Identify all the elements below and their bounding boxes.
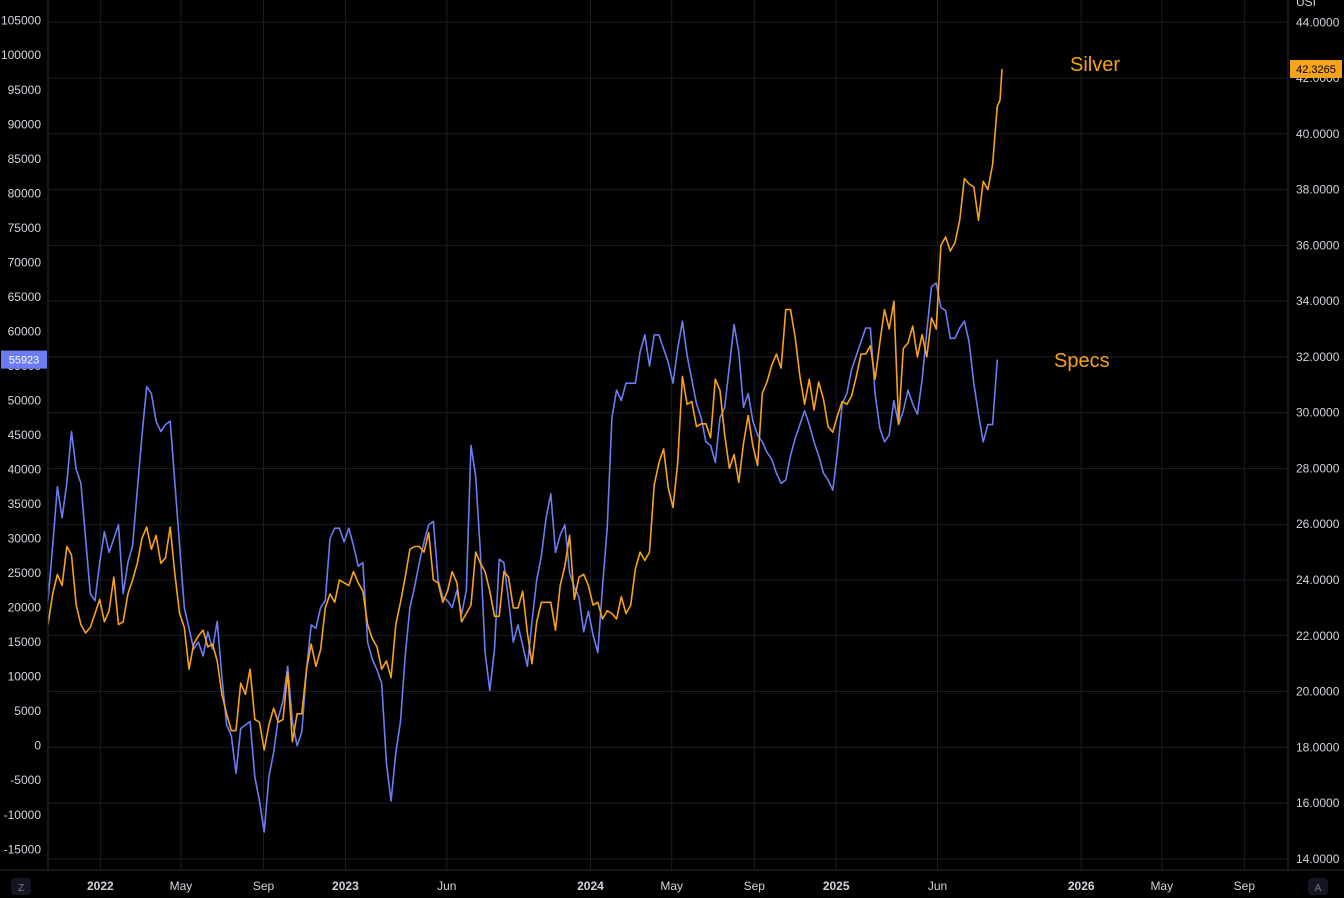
left-tick-label: 5000 xyxy=(14,704,41,718)
right-tick-label: 30.0000 xyxy=(1296,406,1340,420)
x-tick-label: 2024 xyxy=(577,879,604,893)
gridlines xyxy=(48,0,1288,870)
series-layer xyxy=(47,68,1003,833)
left-tick-label: 100000 xyxy=(1,48,41,62)
annotations: Silver Specs xyxy=(1054,54,1120,372)
x-tick-label: Sep xyxy=(744,879,766,893)
left-tick-label: 15000 xyxy=(8,635,42,649)
corner-left-label: Z xyxy=(18,883,24,894)
right-tick-label: 28.0000 xyxy=(1296,461,1340,475)
left-tick-label: 105000 xyxy=(1,14,41,28)
x-tick-label: Sep xyxy=(1234,879,1256,893)
right-tick-label: 44.0000 xyxy=(1296,15,1340,29)
left-tick-label: 60000 xyxy=(8,324,42,338)
left-tick-label: 20000 xyxy=(8,601,42,615)
left-tick-label: 0 xyxy=(34,739,41,753)
left-tick-label: 70000 xyxy=(8,255,42,269)
left-tick-label: 45000 xyxy=(8,428,42,442)
left-tick-label: -15000 xyxy=(4,842,42,856)
x-axis[interactable]: 2022 May Sep 2023 Jun 2024 May Sep 2025 Jun 2026 Ma… xyxy=(87,879,1255,893)
right-tick-label: 16.0000 xyxy=(1296,796,1340,810)
right-tick-label: 14.0000 xyxy=(1296,852,1340,866)
series-line-specs xyxy=(47,282,999,833)
x-tick-label: May xyxy=(170,879,193,893)
corner-right-button[interactable]: A xyxy=(1308,878,1328,895)
right-tick-label: 38.0000 xyxy=(1296,183,1340,197)
left-tick-label: 10000 xyxy=(8,670,42,684)
left-current-value: 55923 xyxy=(9,355,40,367)
right-y-axis[interactable]: 14.0000 16.0000 18.0000 20.0000 22.0000 24.00… xyxy=(1296,15,1340,866)
left-tick-label: 35000 xyxy=(8,497,42,511)
right-tick-label: 20.0000 xyxy=(1296,685,1340,699)
left-current-badge xyxy=(1,350,47,369)
left-tick-label: 90000 xyxy=(8,117,42,131)
right-tick-label: 26.0000 xyxy=(1296,517,1340,531)
corner-left-button[interactable]: Z xyxy=(11,878,31,895)
right-current-badge xyxy=(1290,59,1342,78)
right-axis-top-clipped-label: USI xyxy=(1296,0,1316,9)
right-tick-label: 24.0000 xyxy=(1296,573,1340,587)
x-tick-label: Sep xyxy=(253,879,275,893)
right-tick-label: 34.0000 xyxy=(1296,294,1340,308)
left-tick-label: -5000 xyxy=(10,773,41,787)
right-tick-label: 32.0000 xyxy=(1296,350,1340,364)
x-tick-label: 2023 xyxy=(332,879,359,893)
x-tick-label: Jun xyxy=(928,879,947,893)
right-current-value: 42.3265 xyxy=(1296,64,1336,76)
x-tick-label: May xyxy=(1150,879,1173,893)
x-tick-label: 2026 xyxy=(1068,879,1095,893)
x-tick-label: May xyxy=(660,879,683,893)
right-tick-label: 40.0000 xyxy=(1296,127,1340,141)
left-tick-label: 95000 xyxy=(8,83,42,97)
right-tick-label: 36.0000 xyxy=(1296,238,1340,252)
left-tick-label: 25000 xyxy=(8,566,42,580)
annotation-silver: Silver xyxy=(1070,54,1120,76)
left-y-axis[interactable]: -15000 -10000 -5000 0 5000 10000 15000 20000 250… xyxy=(1,14,41,857)
left-tick-label: 30000 xyxy=(8,532,42,546)
x-tick-label: 2022 xyxy=(87,879,114,893)
left-tick-label: 50000 xyxy=(8,393,42,407)
right-tick-label: 18.0000 xyxy=(1296,740,1340,754)
left-tick-label: 40000 xyxy=(8,463,42,477)
x-tick-label: 2025 xyxy=(823,879,850,893)
current-value-badges: 55923 42.3265 xyxy=(1,59,1342,369)
corner-right-label: A xyxy=(1315,883,1322,894)
x-tick-label: Jun xyxy=(437,879,456,893)
left-tick-label: 80000 xyxy=(8,186,42,200)
left-tick-label: 75000 xyxy=(8,221,42,235)
left-tick-label: 65000 xyxy=(8,290,42,304)
right-tick-label: 22.0000 xyxy=(1296,629,1340,643)
annotation-specs: Specs xyxy=(1054,350,1110,372)
left-tick-label: -10000 xyxy=(4,808,42,822)
left-tick-label: 85000 xyxy=(8,152,42,166)
series-line-silver xyxy=(47,68,1003,751)
